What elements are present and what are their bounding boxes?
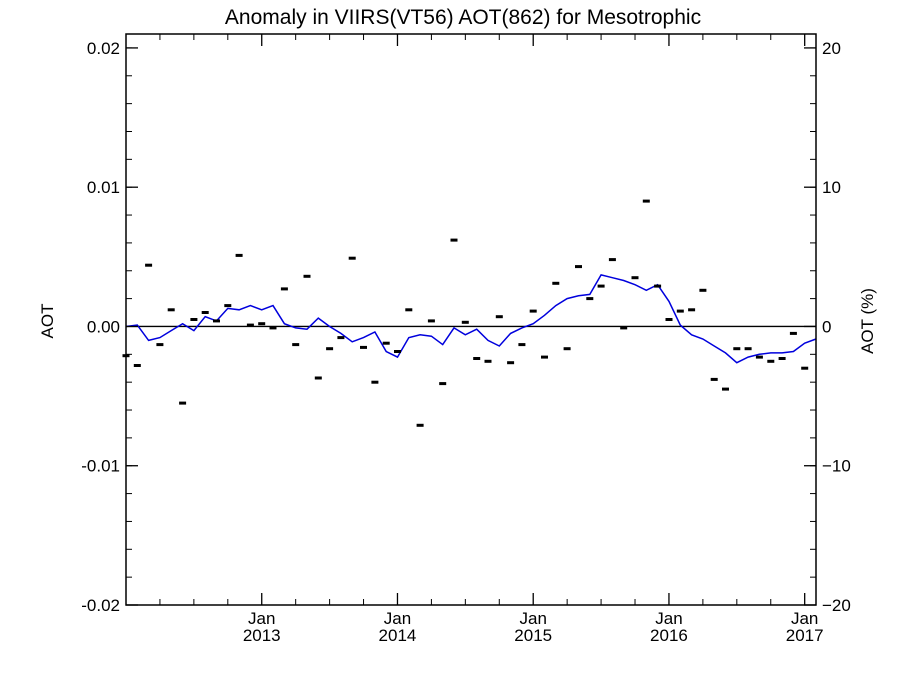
data-point: [337, 336, 345, 340]
data-point: [563, 347, 571, 351]
data-point: [348, 256, 356, 260]
data-point: [722, 387, 729, 391]
chart-title: Anomaly in VIIRS(VT56) AOT(862) for Meso…: [225, 6, 701, 29]
x-tick-year: 2016: [650, 626, 688, 645]
y2-tick-label: −10: [822, 457, 851, 476]
data-point: [608, 258, 616, 262]
data-point: [167, 308, 175, 312]
data-point: [518, 343, 526, 347]
x-tick-month: Jan: [655, 609, 682, 628]
data-point: [269, 326, 277, 330]
series-line-running-mean: [125, 274, 817, 364]
data-point: [755, 355, 763, 359]
data-point: [156, 343, 164, 347]
data-point: [507, 361, 515, 365]
data-point: [733, 347, 741, 351]
data-point: [665, 318, 673, 321]
x-tick-year: 2015: [514, 626, 552, 645]
x-tick-year: 2017: [786, 626, 824, 645]
data-point: [258, 322, 266, 326]
y-tick-label: 0.02: [87, 39, 120, 58]
data-point: [314, 376, 322, 380]
x-tick-month: Jan: [384, 609, 411, 628]
data-point: [778, 357, 786, 360]
data-point: [371, 380, 379, 384]
data-point: [586, 297, 594, 301]
data-point: [416, 423, 424, 427]
y-tick-label: 0.01: [87, 178, 120, 197]
x-tick-month: Jan: [791, 609, 818, 628]
plot-frame: [125, 33, 817, 606]
data-point: [133, 364, 141, 367]
y2-tick-label: 20: [822, 39, 841, 58]
y-tick-label: -0.02: [81, 596, 120, 615]
data-point: [405, 308, 413, 312]
data-point: [744, 347, 752, 351]
data-point: [473, 357, 481, 360]
data-point: [394, 350, 401, 353]
data-point: [597, 284, 605, 288]
data-point: [224, 304, 232, 308]
y-axis-label: AOT: [38, 304, 57, 339]
data-point: [179, 401, 187, 405]
data-point: [235, 253, 243, 257]
data-point: [439, 382, 447, 386]
data-point: [801, 366, 809, 370]
data-point: [326, 347, 334, 351]
data-point: [710, 377, 718, 381]
data-point: [360, 345, 367, 349]
y2-tick-label: 0: [822, 317, 831, 336]
y2-axis-label: AOT (%): [858, 288, 877, 354]
data-point: [427, 319, 435, 323]
data-point: [213, 319, 220, 323]
data-point: [620, 326, 628, 330]
data-point: [688, 308, 696, 312]
data-point: [484, 359, 492, 363]
x-tick-month: Jan: [520, 609, 547, 628]
data-point: [292, 343, 300, 347]
data-point: [145, 263, 153, 267]
data-point: [495, 315, 503, 319]
data-point: [575, 265, 582, 269]
data-point: [529, 309, 537, 313]
data-point: [767, 359, 775, 363]
data-point: [382, 341, 390, 345]
data-point: [201, 311, 209, 314]
data-point: [789, 331, 797, 335]
data-point: [699, 288, 707, 292]
data-point: [541, 355, 548, 359]
data-point: [654, 284, 662, 288]
data-point: [190, 318, 198, 321]
data-point: [676, 309, 684, 313]
x-tick-year: 2014: [379, 626, 417, 645]
data-point: [303, 274, 311, 278]
y-tick-label: 0.00: [87, 317, 120, 336]
data-point: [642, 199, 650, 203]
data-point: [280, 287, 288, 291]
data-point: [450, 238, 458, 242]
data-point: [246, 323, 254, 327]
y2-tick-label: −20: [822, 596, 851, 615]
x-tick-month: Jan: [248, 609, 275, 628]
y-tick-label: -0.01: [81, 457, 120, 476]
x-tick-year: 2013: [243, 626, 281, 645]
data-point: [631, 276, 639, 280]
data-point: [552, 281, 560, 285]
data-point: [461, 320, 469, 324]
y2-tick-label: 10: [822, 178, 841, 197]
